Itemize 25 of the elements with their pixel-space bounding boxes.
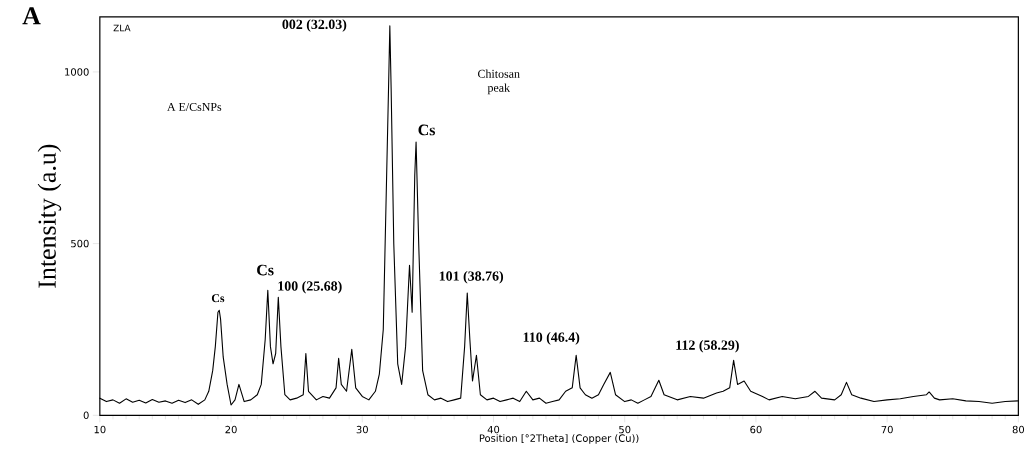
y-tick-label: 1000 (65, 68, 89, 76)
annotation: A E/CsNPs (167, 102, 222, 111)
y-tick-label: 0 (83, 411, 89, 419)
x-tick-label: 60 (750, 425, 762, 434)
annotation: 101 (38.76) (439, 270, 504, 284)
annotation: 112 (58.29) (676, 339, 739, 353)
y-axis-title: Intensity (a.u) (37, 144, 62, 288)
annotation: ZLA (113, 24, 131, 32)
x-tick-label: 30 (356, 425, 368, 434)
x-tick-label: 10 (94, 425, 106, 434)
x-tick-label: 40 (487, 425, 500, 434)
annotation: 002 (32.03) (282, 19, 347, 32)
x-tick-label: 50 (619, 425, 631, 434)
x-tick-label: 80 (1012, 425, 1025, 434)
annotation: Cs (211, 294, 225, 303)
annotation: 110 (46.4) (523, 331, 580, 345)
annotation: 100 (25.68) (278, 280, 342, 294)
annotation: Chitosan peak (478, 69, 520, 95)
x-tick-label: 20 (225, 425, 237, 434)
y-tick-label: 500 (71, 239, 89, 248)
annotation: Cs (257, 264, 274, 276)
x-axis-title: Position [°2Theta] (Copper (Cu)) (479, 434, 639, 444)
annotation: Cs (418, 124, 436, 136)
x-tick-label: 70 (881, 425, 893, 434)
text: A (22, 7, 41, 25)
